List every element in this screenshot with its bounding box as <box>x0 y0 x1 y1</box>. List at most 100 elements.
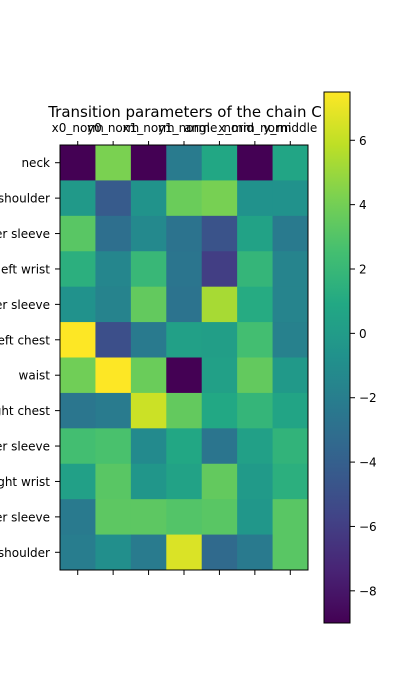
y-tick-label: right chest <box>0 404 50 418</box>
heatmap-cell <box>272 215 309 252</box>
x-tick-label: y_middle <box>263 121 317 135</box>
heatmap-cell <box>201 180 238 217</box>
heatmap-cells <box>60 145 309 571</box>
heatmap-cell <box>95 392 132 429</box>
x-tick-label: y0_norm <box>87 121 139 135</box>
heatmap-cell <box>237 322 274 358</box>
heatmap-cell <box>201 145 238 181</box>
heatmap-cell <box>130 215 167 252</box>
heatmap-cell <box>201 499 238 536</box>
y-tick-label: right wrist <box>0 475 50 489</box>
y-tick-label: right shoulder <box>0 546 50 560</box>
heatmap-cell <box>272 428 309 465</box>
chart-title: Transition parameters of the chain C <box>47 103 322 121</box>
heatmap-cell <box>60 534 96 571</box>
heatmap-cell <box>130 534 167 571</box>
heatmap-cell <box>201 463 238 500</box>
colorbar-ticks: −8 −6 −4 −2 0 2 4 6 <box>350 134 377 598</box>
colorbar-tick-label: −6 <box>359 520 377 534</box>
heatmap-cell <box>95 215 132 252</box>
heatmap-cell <box>272 499 309 536</box>
heatmap-cell <box>166 322 203 358</box>
heatmap-cell <box>60 251 96 288</box>
heatmap-cell <box>237 286 274 323</box>
heatmap-cell <box>166 357 203 394</box>
colorbar-tick-label: 4 <box>359 198 367 212</box>
y-tick-label: left wrist <box>0 262 50 276</box>
heatmap-cell <box>130 499 167 536</box>
heatmap-cell <box>166 534 203 571</box>
heatmap-cell <box>130 392 167 429</box>
heatmap-cell <box>60 180 96 217</box>
x-tick-label: x0_norm <box>52 121 104 135</box>
heatmap-cell <box>60 286 96 323</box>
heatmap-cell <box>237 463 274 500</box>
heatmap-cell <box>60 145 96 181</box>
heatmap-cell <box>237 180 274 217</box>
heatmap-cell <box>237 428 274 465</box>
heatmap-cell <box>130 322 167 358</box>
heatmap-cell <box>201 215 238 252</box>
heatmap-cell <box>95 251 132 288</box>
heatmap-cell <box>166 286 203 323</box>
heatmap-cell <box>130 428 167 465</box>
heatmap-cell <box>272 251 309 288</box>
heatmap-cell <box>95 428 132 465</box>
heatmap-cell <box>201 534 238 571</box>
heatmap-cell <box>95 534 132 571</box>
heatmap-cell <box>272 286 309 323</box>
heatmap-cell <box>130 463 167 500</box>
x-tick-label: x_mid_norm <box>218 121 291 135</box>
heatmap-cell <box>166 428 203 465</box>
heatmap-cell <box>95 463 132 500</box>
heatmap-cell <box>60 463 96 500</box>
x-tick-label: y1_norm <box>158 121 210 135</box>
heatmap-cell <box>272 357 309 394</box>
heatmap-cell <box>237 251 274 288</box>
heatmap-cell <box>60 322 96 358</box>
heatmap-cell <box>201 428 238 465</box>
y-tick-label: right upper sleeve <box>0 440 50 454</box>
heatmap-cell <box>272 180 309 217</box>
y-tick-label: neck <box>21 156 50 170</box>
heatmap-cell <box>130 145 167 181</box>
heatmap-cell <box>201 251 238 288</box>
y-tick-label: left shoulder <box>0 192 50 206</box>
heatmap-cell <box>201 392 238 429</box>
y-tick-label: right lower sleeve <box>0 510 50 524</box>
heatmap-cell <box>60 357 96 394</box>
heatmap-cell <box>95 286 132 323</box>
heatmap-cell <box>95 357 132 394</box>
colorbar-tick-label: −8 <box>359 584 377 598</box>
colorbar-tick-label: −2 <box>359 391 377 405</box>
heatmap-cell <box>166 251 203 288</box>
heatmap-cell <box>130 251 167 288</box>
heatmap-cell <box>95 499 132 536</box>
heatmap-cell <box>237 145 274 181</box>
colorbar <box>323 91 351 624</box>
heatmap-cell <box>95 180 132 217</box>
heatmap-cell <box>166 180 203 217</box>
heatmap-cell <box>201 322 238 358</box>
heatmap-cell <box>130 180 167 217</box>
heatmap-cell <box>272 534 309 571</box>
heatmap-cell <box>166 463 203 500</box>
heatmap-cell <box>60 392 96 429</box>
colorbar-tick-label: −4 <box>359 456 377 470</box>
heatmap-cell <box>237 499 274 536</box>
heatmap-cell <box>130 357 167 394</box>
colorbar-tick-label: 2 <box>359 263 367 277</box>
heatmap-cell <box>166 392 203 429</box>
heatmap-cell <box>166 499 203 536</box>
colorbar-tick-label: 0 <box>359 327 367 341</box>
y-tick-label: waist <box>19 369 51 383</box>
y-tick-label: left lower sleeve <box>0 298 50 312</box>
heatmap-cell <box>60 215 96 252</box>
heatmap-cell <box>272 463 309 500</box>
heatmap-cell <box>272 145 309 181</box>
heatmap-cell <box>237 392 274 429</box>
heatmap-cell <box>272 322 309 358</box>
heatmap-cell <box>95 322 132 358</box>
heatmap-cell <box>237 215 274 252</box>
heatmap-cell <box>201 286 238 323</box>
